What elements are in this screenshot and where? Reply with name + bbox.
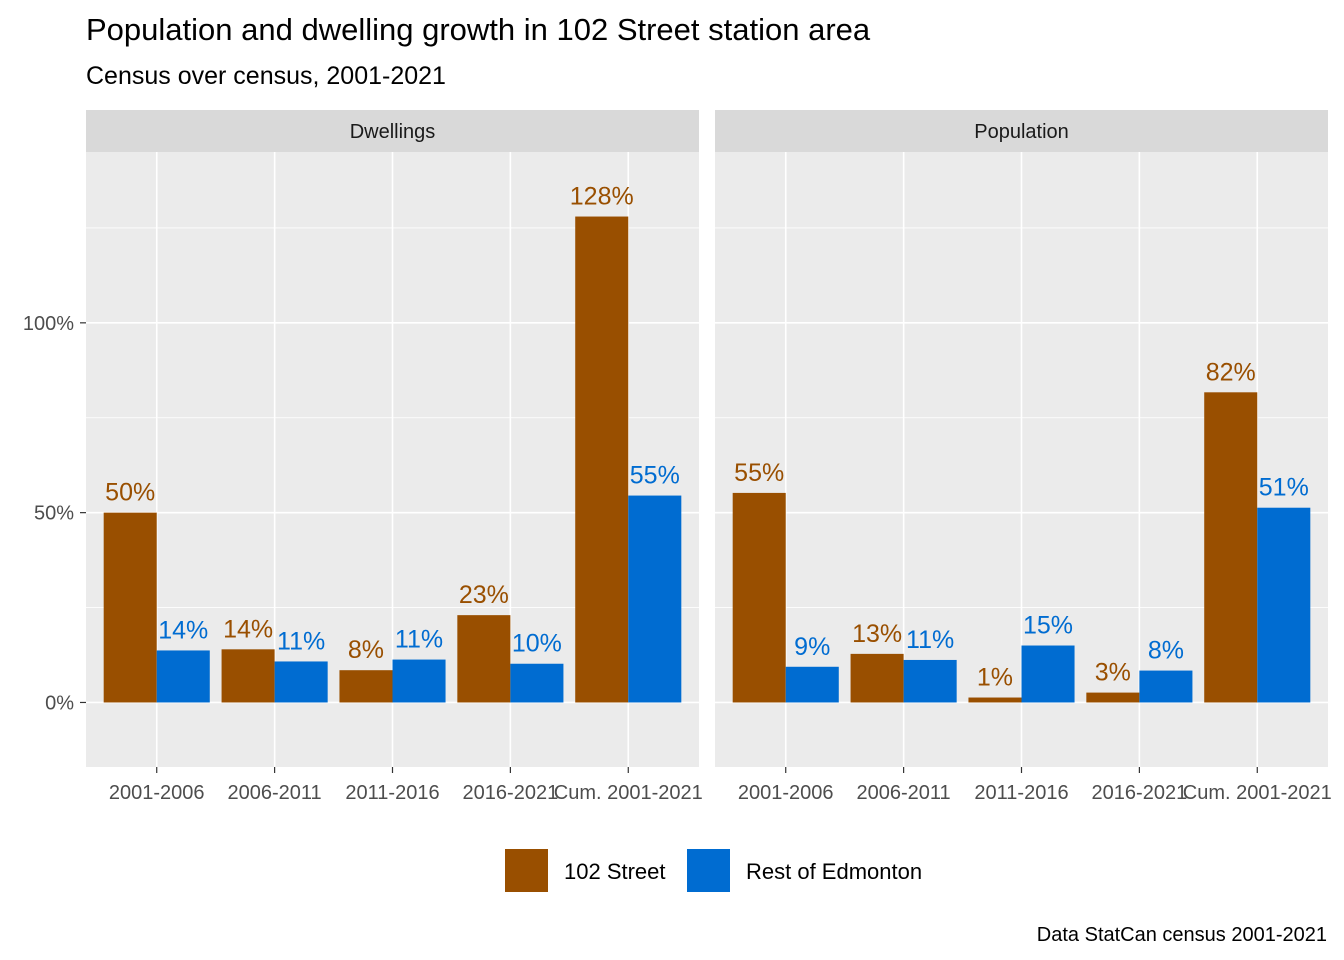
bar-population-rest-of-edmonton-2001-2006 — [785, 666, 839, 703]
facet-strip-label: Dwellings — [350, 121, 436, 143]
legend-key-rest-of-edmonton — [687, 849, 730, 892]
x-tick-label: Cum. 2001-2021 — [554, 782, 703, 804]
bar-dwellings-rest-of-edmonton-2016-2021 — [510, 663, 564, 703]
facet-strip-population — [715, 110, 1328, 152]
bar-dwellings-102-street-2011-2016 — [339, 670, 393, 703]
bar-dwellings-rest-of-edmonton-cum-2001-2021 — [628, 495, 682, 703]
data-label-population-102-street-cum-2001-2021: 82% — [1206, 358, 1256, 386]
x-tick-label: 2006-2011 — [228, 782, 322, 804]
facet-strip-label: Population — [974, 121, 1069, 143]
x-tick-label: 2016-2021 — [463, 782, 559, 804]
chart-title: Population and dwelling growth in 102 St… — [86, 12, 871, 47]
data-label-population-rest-of-edmonton-2016-2021: 8% — [1148, 637, 1184, 665]
bar-dwellings-rest-of-edmonton-2001-2006 — [156, 650, 210, 703]
chart-caption: Data StatCan census 2001-2021 — [1037, 924, 1327, 946]
legend: 102 Street Rest of Edmonton — [505, 849, 922, 892]
x-tick-label: 2011-2016 — [974, 782, 1068, 804]
data-label-population-rest-of-edmonton-2001-2006: 9% — [794, 633, 830, 661]
bar-population-102-street-2016-2021 — [1086, 692, 1140, 703]
y-axis: 0% 50% 100% — [23, 313, 86, 714]
data-label-dwellings-rest-of-edmonton-2016-2021: 10% — [512, 630, 562, 658]
legend-label-rest-of-edmonton: Rest of Edmonton — [746, 859, 922, 884]
bar-dwellings-102-street-2016-2021 — [457, 615, 511, 703]
facet-strip-dwellings — [86, 110, 699, 152]
y-tick-label: 50% — [34, 503, 74, 525]
bar-population-102-street-cum-2001-2021 — [1204, 392, 1258, 703]
bar-population-rest-of-edmonton-cum-2001-2021 — [1257, 507, 1311, 703]
legend-label-102-street: 102 Street — [564, 859, 666, 884]
bar-population-rest-of-edmonton-2006-2011 — [903, 659, 957, 703]
x-tick-label: 2011-2016 — [345, 782, 439, 804]
y-tick-label: 100% — [23, 313, 74, 335]
data-label-dwellings-102-street-cum-2001-2021: 128% — [570, 183, 634, 211]
data-label-dwellings-rest-of-edmonton-2006-2011: 11% — [277, 627, 325, 655]
bar-population-rest-of-edmonton-2011-2016 — [1021, 645, 1075, 703]
chart-subtitle: Census over census, 2001-2021 — [86, 62, 446, 90]
y-tick-label: 0% — [45, 692, 74, 714]
data-label-dwellings-102-street-2001-2006: 50% — [105, 479, 155, 507]
data-label-population-rest-of-edmonton-2011-2016: 15% — [1023, 612, 1073, 640]
bar-dwellings-rest-of-edmonton-2006-2011 — [274, 661, 328, 703]
bar-dwellings-102-street-cum-2001-2021 — [575, 216, 629, 703]
data-label-dwellings-102-street-2011-2016: 8% — [348, 636, 384, 664]
data-label-population-102-street-2016-2021: 3% — [1095, 659, 1131, 687]
data-label-population-rest-of-edmonton-cum-2001-2021: 51% — [1259, 474, 1309, 502]
facet-population: Population 55% 13% 1% 3% 82% 9% 11% 15% 8% 51% 2001… — [715, 110, 1332, 804]
bar-dwellings-rest-of-edmonton-2011-2016 — [392, 659, 446, 703]
x-tick-label: 2001-2006 — [738, 782, 834, 804]
bar-population-102-street-2011-2016 — [968, 697, 1022, 703]
x-tick-label: 2006-2011 — [857, 782, 951, 804]
bar-dwellings-102-street-2001-2006 — [103, 512, 157, 703]
data-label-population-102-street-2006-2011: 13% — [852, 620, 902, 648]
data-label-dwellings-102-street-2006-2011: 14% — [223, 615, 273, 643]
bar-population-102-street-2006-2011 — [850, 653, 904, 703]
legend-key-102-street — [505, 849, 548, 892]
bar-dwellings-102-street-2006-2011 — [221, 649, 275, 703]
data-label-dwellings-rest-of-edmonton-cum-2001-2021: 55% — [630, 462, 680, 490]
data-label-dwellings-rest-of-edmonton-2001-2006: 14% — [158, 616, 208, 644]
data-label-population-102-street-2001-2006: 55% — [734, 459, 784, 487]
data-label-dwellings-rest-of-edmonton-2011-2016: 11% — [395, 626, 443, 654]
data-label-population-102-street-2011-2016: 1% — [977, 664, 1013, 692]
data-label-dwellings-102-street-2016-2021: 23% — [459, 581, 509, 609]
x-tick-label: Cum. 2001-2021 — [1183, 782, 1332, 804]
bar-population-102-street-2001-2006 — [732, 492, 786, 703]
bar-population-rest-of-edmonton-2016-2021 — [1139, 670, 1193, 703]
data-label-population-rest-of-edmonton-2006-2011: 11% — [906, 626, 954, 654]
x-tick-label: 2016-2021 — [1092, 782, 1188, 804]
x-tick-label: 2001-2006 — [109, 782, 205, 804]
